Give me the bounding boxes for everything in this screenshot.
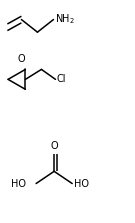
Text: HO: HO	[74, 179, 89, 188]
Text: HO: HO	[11, 179, 26, 188]
Text: O: O	[18, 54, 25, 64]
Text: Cl: Cl	[56, 74, 66, 84]
Text: NH$_2$: NH$_2$	[55, 13, 75, 27]
Text: O: O	[50, 141, 58, 151]
